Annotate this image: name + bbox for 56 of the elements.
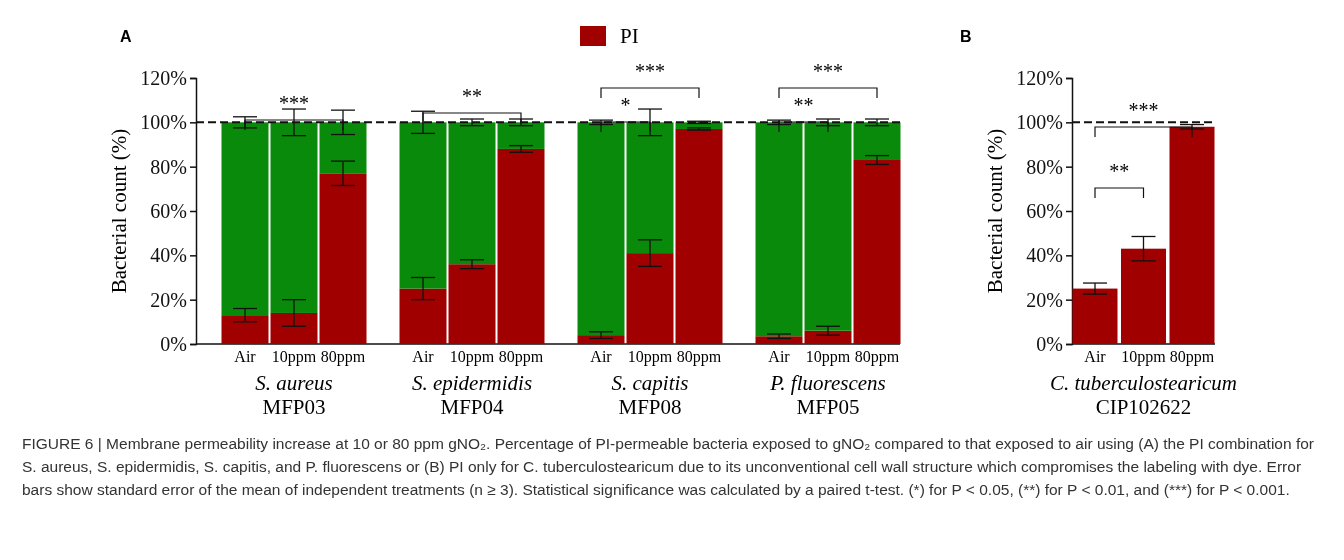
text: C. tuberculostearicum — [1049, 371, 1238, 395]
annotation: ** — [793, 94, 814, 116]
x-tick-label: 80ppm — [1169, 348, 1215, 366]
x-tick-label: Air — [234, 348, 257, 365]
bar — [1121, 248, 1166, 344]
x-tick-label: Air — [1084, 348, 1107, 365]
text: MFP04 — [440, 395, 505, 419]
x-tick-label: Air — [590, 348, 613, 365]
text: MFP08 — [618, 395, 682, 419]
y-tick-label: 60% — [150, 199, 187, 222]
x-tick-label: 80ppm — [854, 348, 900, 366]
y-tick-label: 40% — [1026, 244, 1063, 267]
y-tick-label: 40% — [150, 244, 187, 267]
text: MFP03 — [262, 395, 326, 419]
x-tick-label: 10ppm — [271, 348, 317, 366]
text: S. capitis — [611, 371, 689, 395]
legend-label: PI — [620, 24, 639, 48]
y-tick-label: 60% — [1026, 199, 1063, 222]
x-tick-label: 80ppm — [676, 348, 722, 366]
text: MFP05 — [796, 395, 860, 419]
caption: FIGURE 6 | Membrane permeability increase at 10 or 80 ppm gNO₂. Percentage of PI-permeable bacteria exposed to gNO₂ compared to that exposed to air using (A) the PI combination for S. aureus, S. epidermidis, S. capitis, and P. fluorescens or (B) PI only for C. tuberculostearicum due to its unconventional cell wall structure which compromises the labeling with dye. Error bars show standard error of the mean of independent treatments (n ≥ 3). Statistical significance was calculated by a paired t-test. (*) for P < 0.05, (**) for P < 0.01, and (***) for P < 0.001. — [22, 434, 1315, 500]
chart-title: A — [120, 28, 132, 45]
bar — [1169, 126, 1215, 344]
y-tick-label: 80% — [1026, 155, 1063, 178]
y-tick-label: 120% — [140, 66, 187, 89]
annotation: *** — [813, 60, 843, 82]
y-tick-label: 0% — [160, 332, 187, 355]
annotation: ** — [1109, 160, 1130, 182]
y-tick-label: 20% — [1026, 288, 1063, 311]
y-tick-label: 0% — [1036, 332, 1063, 355]
text: CIP102622 — [1095, 395, 1192, 419]
text: P. fluorescens — [769, 371, 886, 395]
bar — [1072, 288, 1118, 344]
x-tick-label: 10ppm — [449, 348, 495, 366]
x-tick-label: 80ppm — [320, 348, 366, 366]
y-axis-title: Bacterial count (%) — [983, 128, 1007, 294]
annotation: *** — [1128, 99, 1159, 121]
y-tick-label: 20% — [150, 288, 187, 311]
annotation: *** — [635, 60, 665, 82]
text: S. epidermidis — [411, 371, 533, 395]
annotation: ** — [462, 85, 482, 107]
y-tick-label: 120% — [1016, 66, 1063, 89]
text: S. aureus — [255, 371, 333, 395]
annotation: *** — [279, 92, 309, 114]
x-tick-label: Air — [768, 348, 791, 365]
x-tick-label: Air — [412, 348, 435, 365]
x-tick-label: 10ppm — [627, 348, 673, 366]
y-tick-label: 100% — [140, 111, 187, 134]
y-tick-label: 100% — [1016, 111, 1063, 134]
chart-title: B — [960, 28, 972, 45]
y-tick-label: 80% — [150, 155, 187, 178]
x-tick-label: 10ppm — [1121, 348, 1167, 366]
y-axis-title: Bacterial count (%) — [107, 128, 131, 294]
x-tick-label: 80ppm — [498, 348, 544, 366]
annotation: * — [620, 94, 631, 116]
x-tick-label: 10ppm — [805, 348, 851, 366]
